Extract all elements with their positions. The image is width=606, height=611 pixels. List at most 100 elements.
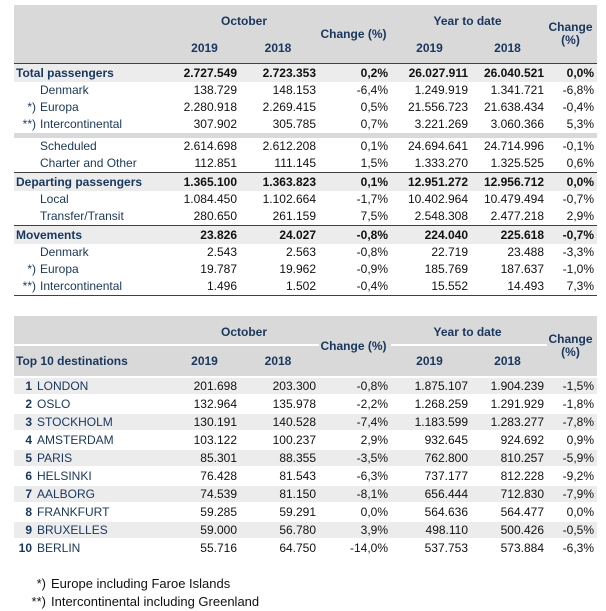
cell-value: 201.698 xyxy=(172,377,240,396)
table-row: Denmark 2.543 2.563 -0,8% 22.719 23.488 -3,3% xyxy=(14,244,597,261)
row-label: Charter and Other xyxy=(40,156,137,170)
cell-value: 111.145 xyxy=(274,156,317,170)
row-label-cell: **) Intercontinental xyxy=(14,116,172,133)
row-label-cell: Scheduled xyxy=(14,138,172,155)
cell-value: 103.122 xyxy=(172,431,240,450)
cell-value: 81.150 xyxy=(240,485,320,504)
cell-value: 2.612.208 xyxy=(262,139,317,153)
footnotes: *) Europe including Faroe Islands **) Inte… xyxy=(14,575,597,611)
cell-value: 24.714.996 xyxy=(483,139,545,153)
cell-value: 712.830 xyxy=(471,485,548,504)
cell-value: 19.787 xyxy=(200,262,237,276)
cell-value: 24.027 xyxy=(240,225,320,244)
cell-value: 1.502 xyxy=(285,279,317,293)
table-row: Scheduled 2.614.698 2.612.208 0,1% 24.694.64… xyxy=(14,138,597,155)
cell-value: 1.363.823 xyxy=(240,172,320,191)
change-label-line1: Change xyxy=(548,20,593,34)
cell-value: 2.614.698 xyxy=(183,139,237,153)
footnote-marker: *) xyxy=(27,100,36,114)
cell-value: 59.285 xyxy=(172,503,240,522)
cell-value: 498.110 xyxy=(391,521,472,540)
row-label-cell: 6 HELSINKI xyxy=(14,467,172,486)
row-label-cell: **) Intercontinental xyxy=(14,278,172,296)
cell-value: -0,7% xyxy=(562,192,595,206)
table-row: Total passengers 2.727.549 2.723.353 0,2% 26… xyxy=(14,63,598,82)
cell-value: 85.301 xyxy=(172,449,240,468)
destination-name: FRANKFURT xyxy=(37,505,110,519)
separator xyxy=(14,133,598,138)
cell-value: -7,9% xyxy=(547,485,598,504)
cell-value: 5,3% xyxy=(566,117,595,131)
cell-value: 225.618 xyxy=(471,225,548,244)
cell-value: 7,5% xyxy=(360,209,389,223)
cell-value: 100.237 xyxy=(240,431,320,450)
october-group-header: October xyxy=(172,5,320,33)
cell-value: 564.477 xyxy=(471,503,548,522)
destination-rank: 5 xyxy=(25,451,32,465)
top-destinations-header: October Change (%) Year to date Change (%… xyxy=(14,316,598,378)
cell-value: 1.283.277 xyxy=(471,413,548,432)
cell-value: 0,0% xyxy=(547,63,598,82)
cell-value: -0,4% xyxy=(562,100,595,114)
cell-value: 187.637 xyxy=(500,262,545,276)
cell-value: 2.543 xyxy=(206,245,237,259)
cell-value: 261.159 xyxy=(272,209,317,223)
cell-value: 280.650 xyxy=(193,209,237,223)
cell-value: 0,9% xyxy=(547,431,598,450)
cell-value: 21.638.434 xyxy=(483,100,545,114)
cell-value: 88.355 xyxy=(240,449,320,468)
cell-value: 0,2% xyxy=(319,63,392,82)
cell-value: 0,5% xyxy=(360,100,389,114)
destination-row: 9 BRUXELLES 59.000 56.780 3,9% 498.110 500.426… xyxy=(14,521,598,540)
header-year-row: Top 10 destinations 2019 2018 2019 2018 xyxy=(14,345,597,378)
cell-value: 1.333.270 xyxy=(414,156,469,170)
october-2019-header: 2019 xyxy=(172,345,240,378)
cell-value: 224.040 xyxy=(391,225,472,244)
change-label-line2: (%) xyxy=(561,345,580,359)
destination-rank: 9 xyxy=(25,523,32,537)
footnote-marker: *) xyxy=(36,576,46,591)
footnote-marker: **) xyxy=(22,117,36,131)
cell-value: -0,8% xyxy=(356,245,389,259)
cell-value: 1.875.107 xyxy=(391,377,472,396)
footnote-marker: **) xyxy=(31,594,46,609)
cell-value: -1,0% xyxy=(562,262,595,276)
cell-value: 1.268.259 xyxy=(391,395,472,414)
cell-value: 810.257 xyxy=(471,449,548,468)
cell-value: 762.800 xyxy=(391,449,472,468)
row-label: Denmark xyxy=(40,83,89,97)
cell-value: 74.539 xyxy=(172,485,240,504)
cell-value: 656.444 xyxy=(391,485,472,504)
cell-value: -0,5% xyxy=(547,521,598,540)
cell-value: 812.228 xyxy=(471,467,548,486)
cell-value: 1.341.721 xyxy=(490,83,545,97)
cell-value: 185.769 xyxy=(424,262,469,276)
table-row: Departing passengers 1.365.100 1.363.823 0,… xyxy=(14,172,598,191)
cell-value: 2,9% xyxy=(566,209,595,223)
cell-value: 307.902 xyxy=(193,117,237,131)
top-destinations-body: 1 LONDON 201.698 203.300 -0,8% 1.875.107 1.904… xyxy=(14,377,598,558)
october-group-header: October xyxy=(172,316,320,346)
destination-name: HELSINKI xyxy=(37,469,92,483)
cell-value: 112.851 xyxy=(194,156,238,170)
cell-value: 1.291.929 xyxy=(471,395,548,414)
cell-value: 148.153 xyxy=(272,83,317,97)
destination-rank: 4 xyxy=(25,433,32,447)
cell-value: 2.269.415 xyxy=(262,100,317,114)
destination-name: OSLO xyxy=(37,397,71,411)
destination-rank: 7 xyxy=(25,487,32,501)
cell-value: -8,1% xyxy=(319,485,392,504)
destination-row: 10 BERLIN 55.716 64.750 -14,0% 537.753 573.884… xyxy=(14,539,598,558)
cell-value: -1,7% xyxy=(356,192,389,206)
cell-value: -14,0% xyxy=(319,539,392,558)
ytd-group-header: Year to date xyxy=(391,316,548,346)
destination-name: LONDON xyxy=(37,379,89,393)
destination-rank: 2 xyxy=(25,397,32,411)
cell-value: 132.964 xyxy=(172,395,240,414)
cell-value: 1.365.100 xyxy=(172,172,240,191)
cell-value: 305.785 xyxy=(272,117,317,131)
destination-row: 8 FRANKFURT 59.285 59.291 0,0% 564.636 564.477… xyxy=(14,503,598,522)
cell-value: 12.951.272 xyxy=(391,172,472,191)
row-label-cell: Transfer/Transit xyxy=(14,208,172,226)
